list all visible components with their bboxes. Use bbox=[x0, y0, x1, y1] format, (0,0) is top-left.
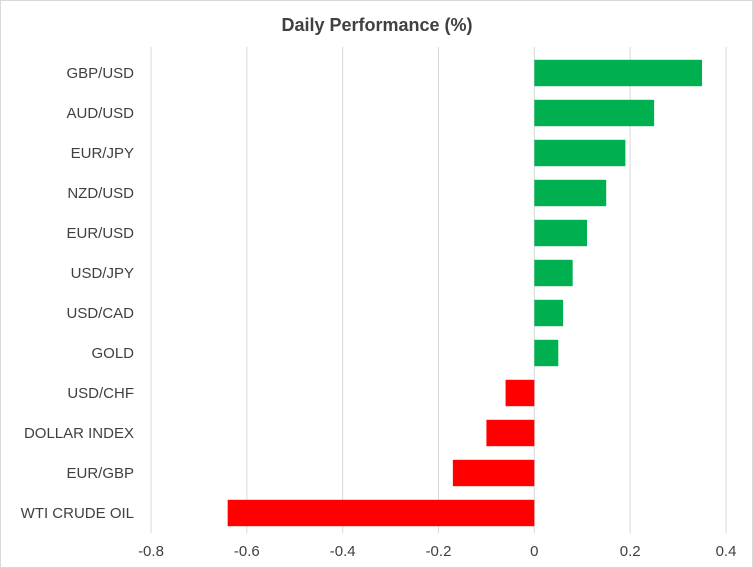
chart-title: Daily Performance (%) bbox=[281, 15, 472, 35]
bar bbox=[486, 419, 535, 447]
category-label: AUD/USD bbox=[66, 105, 134, 122]
x-tick-label: 0 bbox=[530, 543, 538, 560]
category-label: NZD/USD bbox=[67, 185, 134, 202]
category-label: EUR/JPY bbox=[71, 145, 134, 162]
x-tick-label: 0.2 bbox=[620, 543, 641, 560]
x-tick-label: -0.6 bbox=[234, 543, 260, 560]
bar bbox=[534, 219, 588, 247]
bar bbox=[534, 339, 559, 367]
category-label: USD/CAD bbox=[66, 305, 134, 322]
category-label: USD/JPY bbox=[71, 265, 134, 282]
bar bbox=[534, 179, 607, 207]
category-label: EUR/GBP bbox=[66, 465, 134, 482]
bar bbox=[534, 99, 655, 127]
category-label: GOLD bbox=[91, 345, 134, 362]
bar bbox=[452, 459, 535, 487]
category-label: EUR/USD bbox=[66, 225, 134, 242]
category-label: USD/CHF bbox=[67, 385, 134, 402]
bar bbox=[534, 139, 626, 167]
category-label: GBP/USD bbox=[66, 65, 134, 82]
x-tick-label: -0.8 bbox=[138, 543, 164, 560]
x-axis-tick-labels: -0.8 -0.6 -0.4 -0.2 0 0.2 0.4 bbox=[138, 543, 736, 560]
x-tick-label: -0.2 bbox=[426, 543, 452, 560]
bar bbox=[227, 499, 535, 527]
bar bbox=[505, 379, 535, 407]
bar bbox=[534, 259, 573, 287]
category-label: DOLLAR INDEX bbox=[24, 425, 134, 442]
gridlines bbox=[150, 47, 727, 533]
category-label: WTI CRUDE OIL bbox=[21, 505, 134, 522]
bar bbox=[534, 59, 703, 87]
x-tick-label: 0.4 bbox=[716, 543, 737, 560]
bars bbox=[227, 59, 703, 527]
bar bbox=[534, 299, 564, 327]
category-labels: GBP/USD AUD/USD EUR/JPY NZD/USD EUR/USD USD/J… bbox=[21, 65, 135, 522]
x-tick-label: -0.4 bbox=[330, 543, 356, 560]
